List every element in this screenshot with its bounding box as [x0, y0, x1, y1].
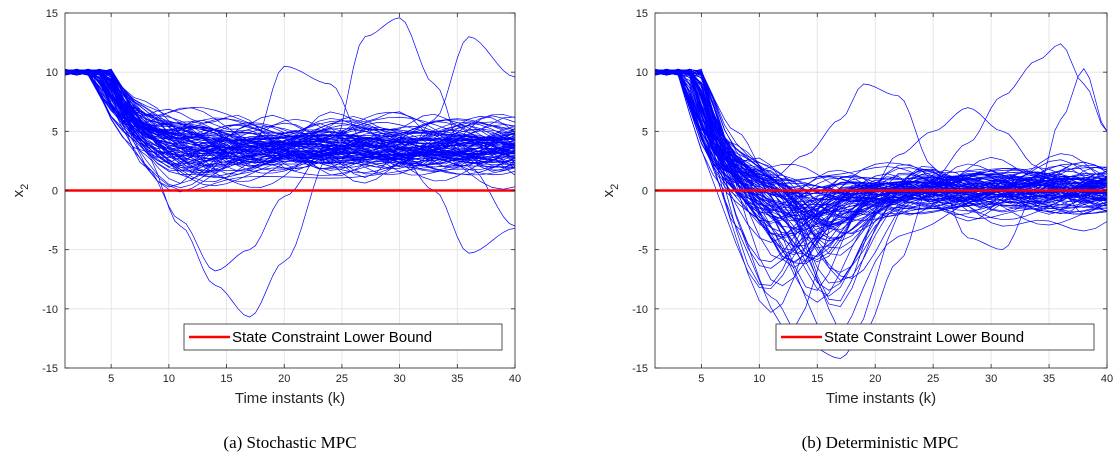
- trajectory-line: [655, 69, 1107, 195]
- x-tick-label: 10: [753, 373, 765, 385]
- x-tick-label: 30: [985, 373, 997, 385]
- y-tick-label: 15: [46, 8, 58, 20]
- x-tick-label: 10: [163, 373, 175, 385]
- trajectory-line: [65, 68, 515, 172]
- trajectory-line: [65, 68, 515, 165]
- y-axis-label: x2: [10, 184, 31, 198]
- trajectory-line: [65, 68, 515, 193]
- caption: (b) Deterministic MPC: [802, 433, 959, 452]
- x-tick-label: 20: [278, 373, 290, 385]
- x-tick-label: 5: [108, 373, 114, 385]
- trajectory-line: [655, 69, 1107, 200]
- trajectory-line: [655, 68, 1107, 308]
- trajectory-line: [655, 69, 1107, 225]
- trajectory-line: [65, 71, 515, 189]
- trajectory-line: [65, 69, 515, 162]
- trajectory-line: [655, 68, 1107, 242]
- y-tick-label: -5: [638, 245, 648, 257]
- trajectory-line: [655, 68, 1107, 216]
- y-axis-label: x2: [600, 184, 621, 198]
- y-tick-label: 15: [636, 8, 648, 20]
- trajectory-line-extreme: [65, 36, 515, 168]
- trajectory-line: [65, 69, 515, 165]
- legend-label: State Constraint Lower Bound: [232, 329, 432, 346]
- x-tick-label: 35: [451, 373, 463, 385]
- trajectory-line-extreme: [65, 71, 515, 272]
- x-axis-label: Time instants (k): [235, 390, 345, 407]
- trajectory-line: [65, 69, 515, 182]
- y-tick-label: 10: [46, 67, 58, 79]
- y-tick-label: -15: [42, 363, 58, 375]
- x-tick-label: 20: [869, 373, 881, 385]
- caption: (a) Stochastic MPC: [223, 433, 356, 452]
- y-tick-label: 0: [642, 186, 648, 198]
- trajectory-line: [655, 68, 1107, 200]
- y-tick-label: 0: [52, 186, 58, 198]
- trajectory-line: [65, 68, 515, 149]
- trajectory-line: [655, 69, 1107, 215]
- legend-box: [183, 323, 503, 351]
- trajectory-line: [655, 69, 1107, 260]
- trajectory-line: [65, 69, 515, 172]
- x-tick-label: 5: [698, 373, 704, 385]
- trajectory-line: [655, 69, 1107, 286]
- y-tick-label: -15: [632, 363, 648, 375]
- y-tick-label: 10: [636, 67, 648, 79]
- x-tick-label: 30: [393, 373, 405, 385]
- legend: State Constraint Lower Bound: [775, 323, 1095, 351]
- y-tick-label: -10: [42, 304, 58, 316]
- trajectory-line: [65, 69, 515, 139]
- x-tick-label: 40: [509, 373, 521, 385]
- trajectory-line: [65, 68, 515, 165]
- y-tick-label: 5: [52, 126, 58, 138]
- trajectory-line: [65, 69, 515, 163]
- trajectory-line: [655, 68, 1107, 227]
- trajectory-line: [65, 68, 515, 164]
- trajectory-line: [65, 68, 515, 159]
- trajectory-line-extreme: [655, 43, 1107, 359]
- y-tick-label: -5: [48, 245, 58, 257]
- trajectory-line: [65, 69, 515, 180]
- trajectory-line: [655, 68, 1107, 212]
- trajectory-group: [655, 43, 1107, 359]
- legend-label: State Constraint Lower Bound: [824, 329, 1024, 346]
- legend-box: [775, 323, 1095, 351]
- x-tick-label: 40: [1101, 373, 1113, 385]
- trajectory-line: [65, 69, 515, 160]
- trajectory-line: [655, 68, 1107, 256]
- x-axis-label: Time instants (k): [826, 390, 936, 407]
- trajectory-line: [65, 69, 515, 156]
- trajectory-line-extreme: [65, 17, 515, 318]
- y-tick-label: 5: [642, 126, 648, 138]
- trajectory-line-extreme: [655, 71, 1107, 262]
- x-tick-label: 15: [220, 373, 232, 385]
- trajectory-line: [655, 69, 1107, 302]
- legend: State Constraint Lower Bound: [183, 323, 503, 351]
- trajectory-line: [655, 69, 1107, 340]
- x-tick-label: 15: [811, 373, 823, 385]
- trajectory-line: [655, 69, 1107, 212]
- trajectory-line-extreme: [655, 67, 1107, 251]
- x-tick-label: 35: [1043, 373, 1055, 385]
- trajectory-line: [655, 69, 1107, 256]
- y-tick-label: -10: [632, 304, 648, 316]
- x-tick-label: 25: [927, 373, 939, 385]
- trajectory-line: [65, 68, 515, 139]
- trajectory-group: [65, 17, 515, 318]
- x-tick-label: 25: [336, 373, 348, 385]
- trajectory-line: [65, 68, 515, 156]
